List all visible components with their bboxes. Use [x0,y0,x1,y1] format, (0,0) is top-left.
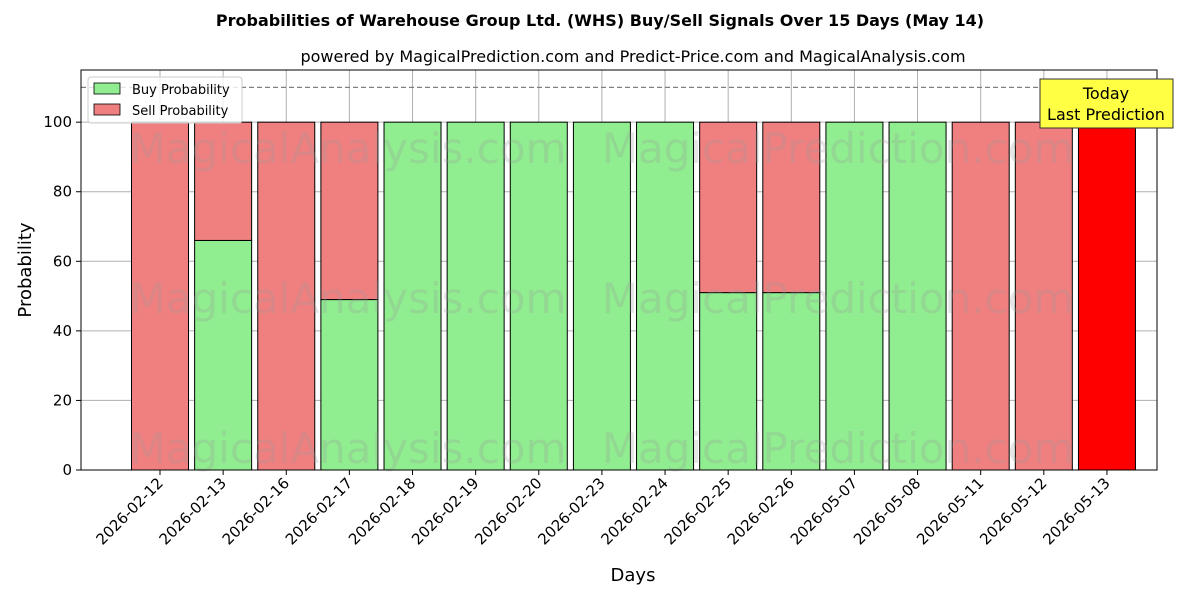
x-tick-label: 2026-02-18 [345,474,419,548]
watermark-text: MagicalPrediction.com [602,424,1075,473]
legend-label-buy: Buy Probability [132,83,230,98]
y-tick-label: 100 [43,113,72,131]
bar-buy [383,121,442,471]
annotation-line1: Today [1082,84,1129,103]
x-tick-label: 2026-02-12 [92,474,166,548]
x-tick-label: 2026-02-16 [219,474,293,548]
x-tick-label: 2026-02-25 [661,474,735,548]
y-tick-label: 40 [53,322,72,340]
y-tick-label: 20 [53,391,72,409]
x-tick-label: 2026-02-20 [471,474,545,548]
bar-buy [320,299,379,471]
bar-buy [636,121,695,471]
annotation-line2: Last Prediction [1047,105,1165,124]
bar-sell [1014,121,1073,471]
watermark-text: MagicalAnalysis.com [130,424,567,473]
bar-buy [888,121,947,471]
y-axis-label: Probability [15,222,36,317]
watermark-text: MagicalAnalysis.com [130,274,567,323]
watermarks: MagicalAnalysis.com MagicalPrediction.com… [130,124,1075,473]
x-tick-label: 2026-05-12 [976,474,1050,548]
bar-buy [762,292,821,471]
today-annotation: Today Last Prediction [1039,78,1174,129]
bar-buy [446,121,505,471]
bar-sell [951,121,1010,471]
bar-sell [320,121,379,301]
x-tick-label: 2026-02-17 [282,474,356,548]
y-tick-label: 60 [53,252,72,270]
plot-frame [80,69,1158,471]
x-axis-ticks: 2026-02-122026-02-132026-02-162026-02-17… [92,470,1114,548]
legend: Buy Probability Sell Probability [87,76,243,124]
x-tick-label: 2026-05-11 [913,474,987,548]
y-tick-label: 80 [53,183,72,201]
bar-sell [194,121,253,241]
bar-buy [825,121,884,471]
bar-buy [699,292,758,471]
bar-sell [1077,121,1136,471]
x-axis-label: Days [611,565,656,586]
chart-subtitle: powered by MagicalPrediction.com and Pre… [300,47,965,66]
bar-sell [257,121,316,471]
x-tick-label: 2026-05-08 [850,474,924,548]
bar-buy [572,121,631,471]
x-tick-label: 2026-02-26 [724,474,798,548]
legend-swatch-sell [93,103,121,116]
x-tick-label: 2026-05-07 [787,474,861,548]
legend-label-sell: Sell Probability [132,104,229,119]
x-tick-label: 2026-02-13 [156,474,230,548]
watermark-text: MagicalPrediction.com [602,274,1075,323]
bar-sell [762,121,821,294]
watermark-text: MagicalPrediction.com [602,124,1075,173]
x-tick-label: 2026-02-24 [597,474,671,548]
x-tick-label: 2026-02-23 [534,474,608,548]
bar-buy [509,121,568,471]
legend-swatch-buy [93,82,121,95]
bar-sell [699,121,758,294]
chart-title: Probabilities of Warehouse Group Ltd. (W… [216,11,984,30]
y-axis-ticks: 0 20 40 60 80 100 [43,113,81,479]
bars [131,121,1136,471]
watermark-text: MagicalAnalysis.com [130,124,567,173]
x-tick-label: 2026-05-13 [1039,474,1113,548]
x-tick-label: 2026-02-19 [408,474,482,548]
y-tick-label: 0 [62,461,72,479]
